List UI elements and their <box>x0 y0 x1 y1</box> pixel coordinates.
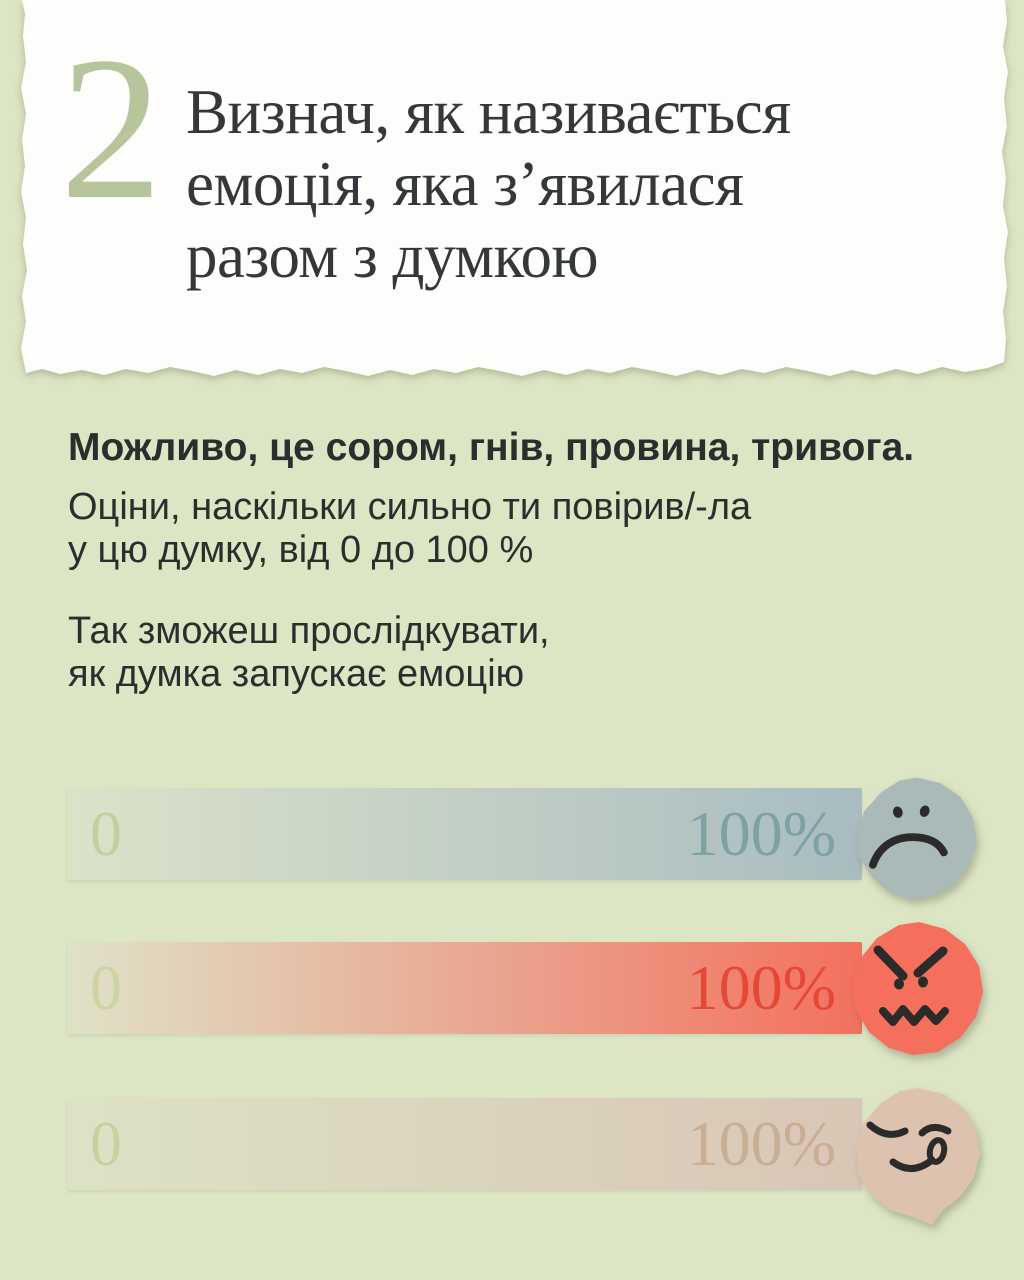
slider-track: 0 100% <box>68 942 862 1034</box>
card-background <box>21 0 1008 376</box>
step-title-line-1: Визнач, як називається <box>186 77 791 147</box>
step-title-line-3: разом з думкою <box>186 221 599 291</box>
step-number: 2 <box>60 15 163 242</box>
slider-max-label: 100% <box>686 952 836 1023</box>
angry-face-icon <box>841 914 993 1068</box>
step-title-line-2: емоція, яка з’явилася <box>186 149 744 219</box>
intro-paragraph-1-line-1: Оціни, наскільки сильно ти повірив/-ла <box>68 486 752 528</box>
intro-paragraph-2-line-2: як думка запускає емоцію <box>68 653 525 695</box>
intro-paragraph-1: Оціни, наскільки сильно ти повірив/-ла у… <box>68 486 751 572</box>
slider-min-label: 0 <box>90 798 122 869</box>
intro-bold-line: Можливо, це сором, гнів, провина, тривог… <box>68 426 915 469</box>
slider-track: 0 100% <box>68 788 862 880</box>
slider-min-label: 0 <box>90 952 122 1023</box>
intro-paragraph-2-line-1: Так зможеш прослідкувати, <box>68 610 550 652</box>
crying-face-icon <box>844 1079 992 1231</box>
slider-max-label: 100% <box>686 798 836 869</box>
intro-paragraph-1-line-2: у цю думку, від 0 до 100 % <box>68 529 534 571</box>
slider-track: 0 100% <box>68 1098 862 1190</box>
intro-paragraph-2: Так зможеш прослідкувати, як думка запус… <box>68 610 550 696</box>
slider-max-label: 100% <box>686 1108 836 1179</box>
torn-paper-card: 2 Визнач, як називається емоція, яка з’я… <box>0 0 1024 382</box>
step-title: Визнач, як називається емоція, яка з’яви… <box>186 76 791 292</box>
sad-face-icon <box>845 768 989 912</box>
slider-min-label: 0 <box>90 1108 122 1179</box>
